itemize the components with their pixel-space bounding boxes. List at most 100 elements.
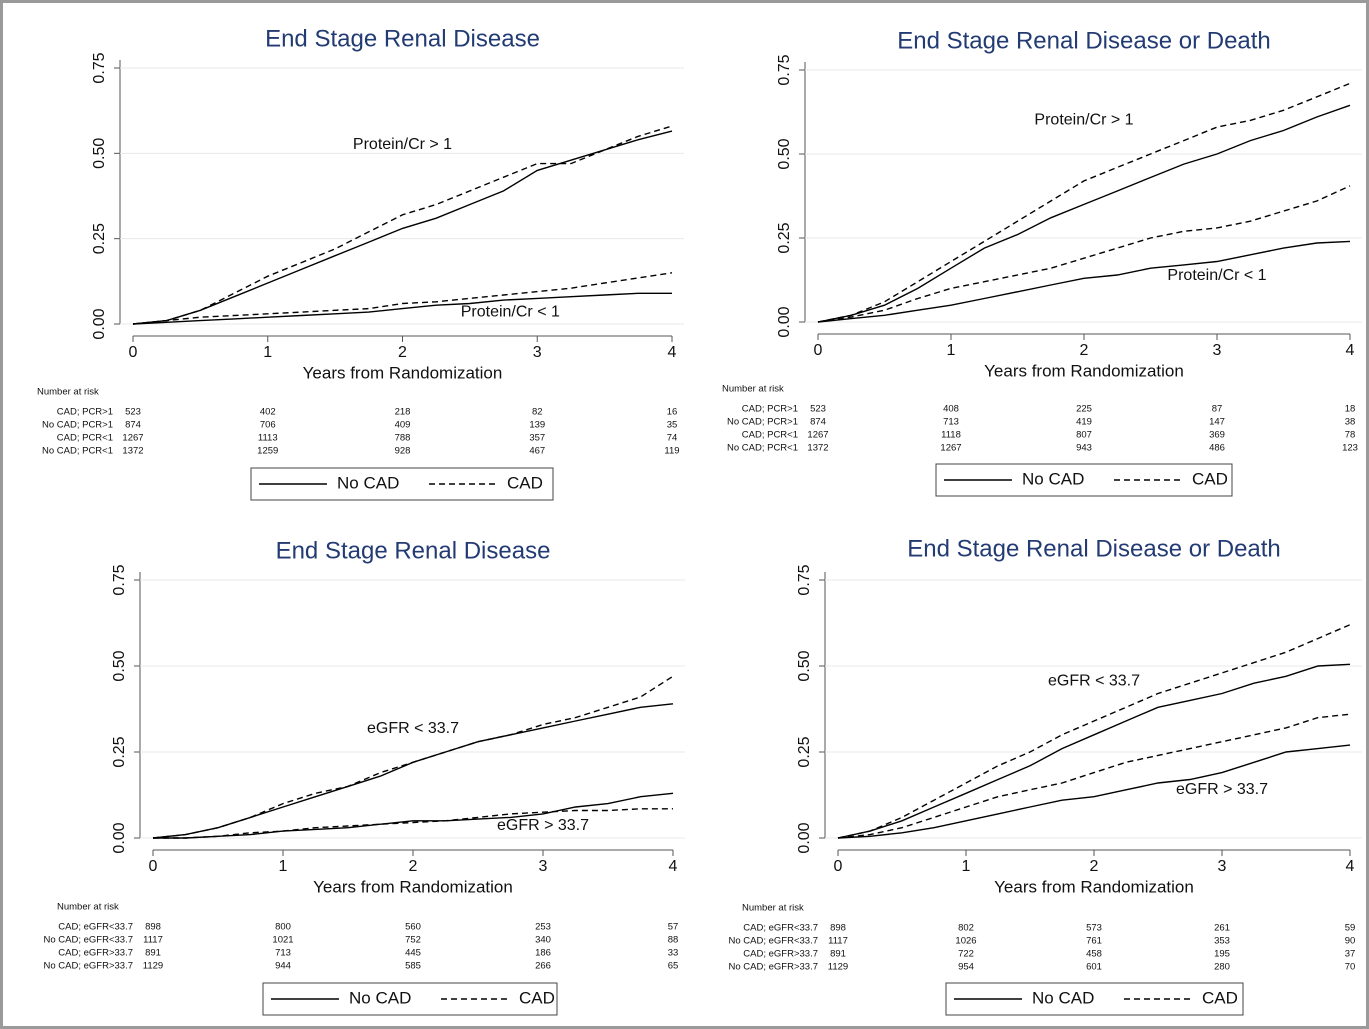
risk-value: 38 (1345, 417, 1356, 428)
x-axis-label: Years from Randomization (984, 361, 1184, 380)
risk-value: 33 (668, 948, 679, 959)
curve (817, 185, 1351, 323)
x-tick-label: 2 (1090, 858, 1099, 875)
risk-value: 874 (810, 417, 826, 428)
x-tick-label: 1 (962, 858, 971, 875)
x-axis-label: Years from Randomization (313, 877, 513, 896)
risk-value: 37 (1345, 949, 1356, 960)
risk-value: 1267 (122, 433, 143, 444)
risk-value: 57 (668, 922, 679, 933)
risk-value: 1026 (955, 936, 976, 947)
risk-value: 253 (535, 922, 551, 933)
x-tick-label: 4 (669, 858, 678, 875)
x-tick-label: 4 (1346, 858, 1355, 875)
legend-label: CAD (1192, 469, 1228, 488)
risk-value: 419 (1076, 417, 1092, 428)
risk-value: 898 (145, 922, 161, 933)
x-tick-label: 3 (1218, 858, 1227, 875)
risk-value: 409 (395, 420, 411, 431)
curve (152, 675, 674, 839)
risk-value: 928 (395, 446, 411, 457)
y-tick-label: 0.00 (91, 308, 108, 339)
curve (817, 82, 1351, 323)
curve (132, 125, 673, 325)
risk-value: 1267 (940, 443, 961, 454)
risk-value: 573 (1086, 923, 1102, 934)
risk-value: 408 (943, 404, 959, 415)
y-tick-label: 0.00 (796, 822, 813, 853)
annotation: eGFR > 33.7 (1176, 781, 1268, 798)
legend-label: No CAD (1032, 988, 1094, 1007)
annotation: Protein/Cr > 1 (353, 136, 452, 153)
y-tick-label: 0.00 (776, 306, 793, 337)
risk-value: 800 (275, 922, 291, 933)
risk-value: 90 (1345, 936, 1356, 947)
y-tick-label: 0.50 (91, 138, 108, 169)
risk-row-label: No CAD; PCR<1 (727, 443, 798, 454)
risk-value: 752 (405, 935, 421, 946)
y-tick-label: 0.50 (111, 650, 128, 681)
chart-title: End Stage Renal Disease (265, 25, 540, 52)
x-tick-label: 2 (398, 344, 407, 361)
risk-value: 523 (810, 404, 826, 415)
annotation: Protein/Cr < 1 (1167, 267, 1266, 284)
annotation: eGFR > 33.7 (497, 817, 589, 834)
x-tick-label: 4 (668, 344, 677, 361)
chart-title: End Stage Renal Disease (276, 537, 551, 564)
risk-row-label: CAD; eGFR<33.7 (58, 922, 133, 933)
risk-row-label: CAD; eGFR>33.7 (58, 948, 133, 959)
risk-value: 87 (1212, 404, 1223, 415)
risk-row-label: No CAD; PCR>1 (727, 417, 798, 428)
legend-label: No CAD (1022, 469, 1084, 488)
risk-value: 523 (125, 407, 141, 418)
risk-value: 807 (1076, 430, 1092, 441)
risk-row-label: No CAD; eGFR<33.7 (44, 935, 134, 946)
risk-value: 186 (535, 948, 551, 959)
x-tick-label: 2 (409, 858, 418, 875)
risk-value: 82 (532, 407, 543, 418)
curve (837, 744, 1351, 839)
risk-value: 18 (1345, 404, 1356, 415)
risk-table-title: Number at risk (722, 384, 784, 395)
risk-row-label: No CAD; eGFR<33.7 (729, 936, 819, 947)
risk-value: 1117 (143, 935, 163, 946)
legend-box (935, 463, 1233, 497)
risk-row-label: CAD; PCR>1 (57, 407, 113, 418)
y-tick-label: 0.00 (111, 822, 128, 853)
risk-value: 898 (830, 923, 846, 934)
risk-row-label: No CAD; eGFR>33.7 (729, 962, 819, 973)
annotation: Protein/Cr > 1 (1034, 112, 1133, 129)
risk-value: 486 (1209, 443, 1225, 454)
x-tick-label: 3 (533, 344, 542, 361)
risk-value: 445 (405, 948, 421, 959)
risk-value: 722 (958, 949, 974, 960)
risk-value: 65 (668, 961, 679, 972)
curve (837, 663, 1351, 839)
risk-value: 458 (1086, 949, 1102, 960)
risk-value: 119 (664, 446, 679, 457)
risk-value: 874 (125, 420, 141, 431)
y-tick-label: 0.25 (776, 222, 793, 253)
risk-value: 601 (1086, 962, 1102, 973)
risk-value: 147 (1209, 417, 1225, 428)
y-tick-label: 0.25 (91, 223, 108, 254)
risk-value: 1129 (828, 962, 848, 973)
risk-value: 467 (529, 446, 545, 457)
x-axis-label: Years from Randomization (994, 877, 1194, 896)
legend-label: CAD (519, 988, 555, 1007)
risk-value: 943 (1076, 443, 1092, 454)
curve (132, 272, 673, 325)
risk-value: 353 (1214, 936, 1230, 947)
y-tick-label: 0.75 (91, 52, 108, 83)
risk-value: 802 (958, 923, 974, 934)
chart-title: End Stage Renal Disease or Death (897, 27, 1271, 54)
risk-row-label: No CAD; PCR<1 (42, 446, 113, 457)
y-tick-label: 0.25 (796, 736, 813, 767)
curve (837, 624, 1351, 839)
risk-value: 891 (145, 948, 161, 959)
risk-value: 954 (958, 962, 974, 973)
x-axis-label: Years from Randomization (303, 363, 503, 382)
risk-value: 123 (1342, 443, 1358, 454)
